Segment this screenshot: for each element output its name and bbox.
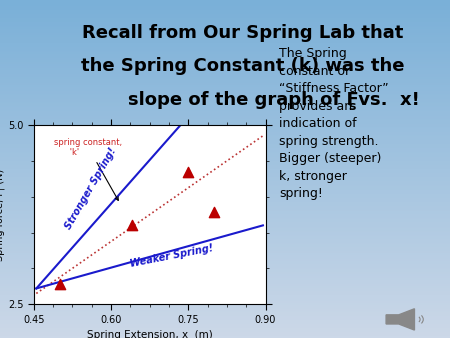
- Text: spring constant,
      'k': spring constant, 'k': [54, 138, 122, 200]
- Text: Recall from Our Spring Lab that: Recall from Our Spring Lab that: [82, 24, 404, 42]
- Point: [56, 282, 63, 287]
- Point: [211, 210, 218, 215]
- Text: the Spring Constant (k) was the: the Spring Constant (k) was the: [81, 57, 405, 75]
- Text: s: s: [349, 100, 356, 113]
- Text: Stronger Spring!: Stronger Spring!: [63, 146, 118, 231]
- Polygon shape: [386, 309, 414, 330]
- Y-axis label: Spring force, F| (N): Spring force, F| (N): [0, 169, 5, 261]
- Text: slope of the graph of F: slope of the graph of F: [128, 91, 358, 109]
- Text: vs.  x!: vs. x!: [352, 91, 420, 109]
- Text: Weaker Spring!: Weaker Spring!: [129, 243, 214, 269]
- Point: [184, 169, 192, 174]
- Text: The Spring
constant or
“Stiffness Factor”
provides an
indication of
spring stren: The Spring constant or “Stiffness Factor…: [279, 47, 389, 200]
- X-axis label: Spring Extension, x  (m): Spring Extension, x (m): [87, 330, 212, 338]
- Point: [128, 223, 135, 228]
